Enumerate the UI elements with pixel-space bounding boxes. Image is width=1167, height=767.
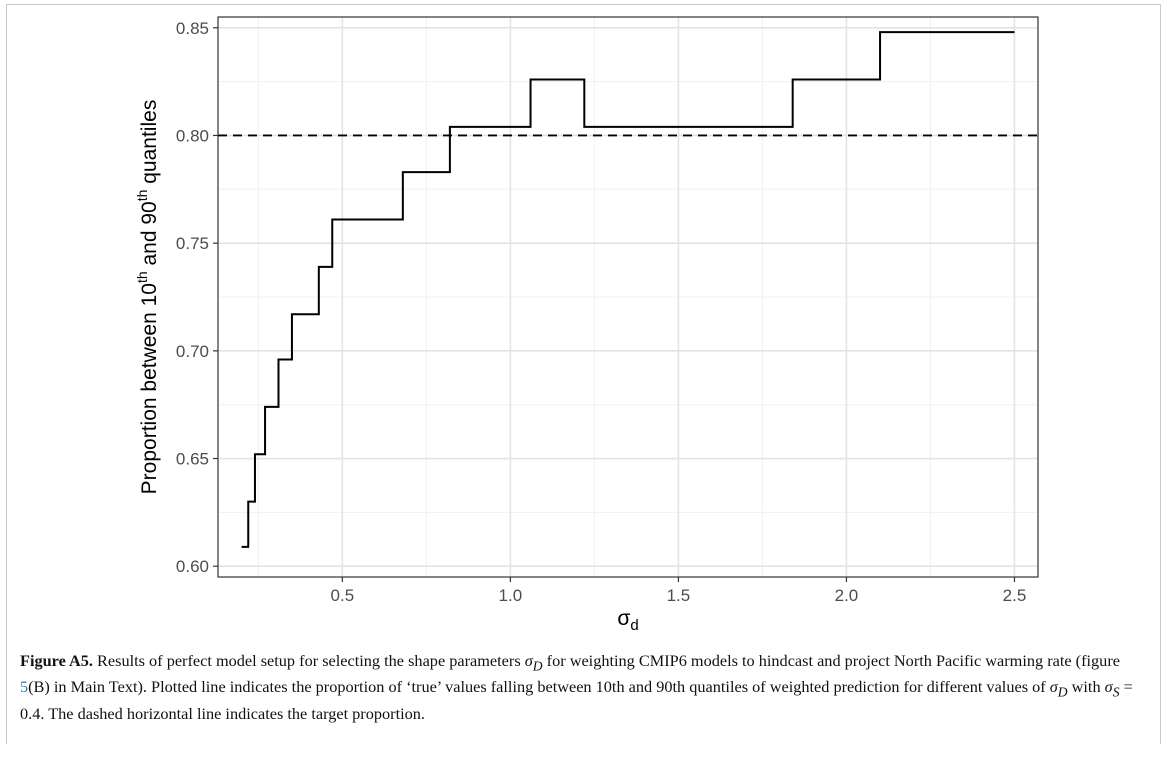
- y-tick-label: 0.75: [176, 234, 209, 253]
- caption-text-3: (B) in Main Text). Plotted line indicate…: [28, 677, 1050, 697]
- figure-caption: Figure A5. Results of perfect model setu…: [20, 650, 1150, 724]
- x-tick-label: 2.5: [1003, 586, 1027, 605]
- y-title-part-2: and 90: [138, 201, 161, 271]
- y-tick-label: 0.60: [176, 557, 209, 576]
- line-chart: 0.5 1.0 1.5 2.0 2.5 0.60 0.65 0.70 0.75 0.80 0.85…: [134, 16, 1039, 634]
- caption-text-5: = 0.4. The dashed horizontal line indica…: [20, 677, 1133, 723]
- figure-frame: [6, 4, 1161, 744]
- x-title-sub: d: [630, 617, 638, 634]
- plot-border: [217, 16, 1039, 578]
- x-axis-ticks: 0.5 1.0 1.5 2.0 2.5: [331, 577, 1027, 605]
- y-axis-ticks: 0.60 0.65 0.70 0.75 0.80 0.85: [176, 19, 218, 576]
- caption-sigma-d-2: σ: [1049, 677, 1058, 697]
- y-title-part-3: quantiles: [138, 100, 161, 190]
- caption-sigma-s-sub: S: [1112, 684, 1120, 700]
- step-line: [241, 31, 1015, 548]
- y-title-sup-2: th: [134, 190, 150, 202]
- caption-sigma-d-sub: D: [532, 658, 543, 674]
- x-tick-label: 1.5: [667, 586, 691, 605]
- caption-sigma-s: σ: [1104, 677, 1113, 697]
- caption-text-1: Results of perfect model setup for selec…: [92, 651, 525, 670]
- caption-sigma-d: σ: [524, 651, 533, 670]
- y-tick-label: 0.85: [176, 19, 209, 38]
- caption-lead: Figure A5.: [20, 651, 93, 670]
- caption-sigma-d-2-sub: D: [1057, 684, 1068, 700]
- y-tick-label: 0.65: [176, 450, 209, 469]
- y-title-part-1: Proportion between 10: [138, 283, 161, 494]
- y-title-sup-1: th: [134, 271, 150, 283]
- minor-gridlines: [218, 17, 1038, 577]
- x-tick-label: 0.5: [331, 586, 355, 605]
- x-tick-label: 2.0: [835, 586, 859, 605]
- x-axis-title: σd: [617, 607, 638, 634]
- caption-text-4: with: [1067, 677, 1105, 697]
- caption-text-2: for weighting CMIP6 models to hindcast a…: [542, 651, 1120, 670]
- series-layer: [241, 31, 1015, 548]
- y-tick-label: 0.80: [176, 126, 209, 145]
- figure-ref-link[interactable]: 5: [20, 677, 29, 697]
- x-tick-label: 1.0: [499, 586, 523, 605]
- y-tick-label: 0.70: [176, 342, 209, 361]
- y-axis-title: Proportion between 10th and 90th quantil…: [134, 100, 161, 495]
- x-title-base: σ: [617, 607, 630, 630]
